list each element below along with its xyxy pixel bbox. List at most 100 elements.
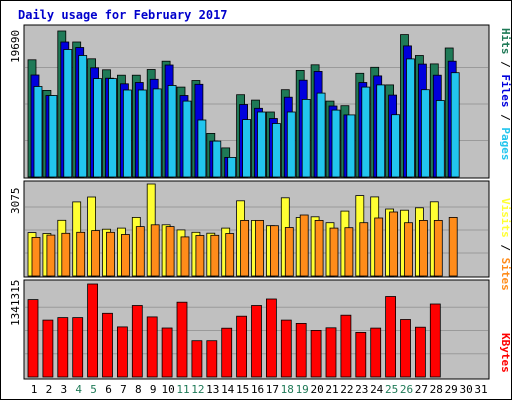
- bar-sites-day-23: [359, 222, 369, 277]
- x-label-day-14: 14: [221, 383, 235, 396]
- x-label-day-23: 23: [355, 383, 368, 396]
- bar-pages-day-14: [227, 156, 237, 178]
- bar-pages-day-5: [93, 78, 102, 178]
- x-label-day-18: 18: [281, 383, 294, 396]
- bar-pages-day-4: [78, 55, 88, 178]
- x-label-day-3: 3: [60, 383, 67, 396]
- bar-sites-day-20: [314, 219, 324, 277]
- top-legend: Hits / Files / Pages: [499, 28, 512, 161]
- bar-pages-day-11: [182, 100, 192, 178]
- x-label-day-7: 7: [120, 383, 127, 396]
- bar-kbytes-day-6: [102, 312, 113, 378]
- bar-sites-day-27: [418, 219, 428, 277]
- bar-kbytes-day-25: [385, 296, 397, 378]
- bar-pages-day-24: [376, 84, 386, 178]
- bar-pages-day-20: [316, 92, 326, 178]
- bar-pages-day-2: [48, 95, 58, 178]
- bar-pages-day-16: [257, 111, 266, 178]
- bar-pages-day-26: [406, 58, 415, 178]
- bar-kbytes-day-9: [146, 316, 158, 378]
- bar-kbytes-day-12: [191, 340, 203, 378]
- bar-pages-day-7: [123, 89, 132, 178]
- bar-pages-day-3: [63, 49, 73, 178]
- legend-visits: Visits: [499, 198, 512, 238]
- x-label-day-16: 16: [251, 383, 264, 396]
- bar-pages-day-28: [435, 100, 445, 178]
- x-label-day-20: 20: [310, 383, 323, 396]
- legend-sep-3: /: [499, 238, 512, 258]
- bar-kbytes-day-11: [176, 301, 188, 378]
- bar-kbytes-day-16: [251, 305, 262, 378]
- x-label-day-28: 28: [430, 383, 443, 396]
- x-label-day-15: 15: [236, 383, 249, 396]
- bar-pages-day-1: [33, 86, 43, 178]
- bar-pages-day-19: [301, 99, 311, 178]
- x-label-day-1: 1: [31, 383, 38, 396]
- bar-pages-day-17: [271, 123, 281, 178]
- bar-sites-day-4: [76, 231, 86, 277]
- bar-sites-day-24: [374, 217, 384, 277]
- bar-sites-day-2: [46, 234, 56, 277]
- legend-pages: Pages: [499, 127, 512, 160]
- legend-hits: Hits: [499, 28, 512, 55]
- bar-sites-day-13: [210, 234, 220, 277]
- bar-kbytes-day-14: [221, 327, 233, 378]
- bar-kbytes-day-27: [414, 326, 426, 378]
- bar-sites-day-10: [165, 226, 175, 277]
- bar-sites-day-22: [344, 227, 354, 277]
- bar-sites-day-15: [240, 219, 250, 277]
- bar-kbytes-day-3: [57, 317, 69, 378]
- bar-sites-day-11: [180, 236, 190, 277]
- chart-title: Daily usage for February 2017: [18, 8, 228, 22]
- bar-pages-day-13: [212, 140, 222, 178]
- x-label-day-29: 29: [445, 383, 458, 396]
- bar-kbytes-day-10: [161, 327, 173, 378]
- bar-sites-day-6: [106, 231, 115, 277]
- bar-pages-day-12: [197, 119, 207, 178]
- bar-sites-day-14: [225, 233, 235, 277]
- bar-kbytes-day-21: [325, 327, 337, 378]
- bar-kbytes-day-18: [280, 319, 292, 378]
- bar-pages-day-6: [108, 78, 117, 178]
- x-label-day-6: 6: [105, 383, 112, 396]
- bottom-legend: KBytes: [499, 333, 512, 373]
- x-label-day-30: 30: [459, 383, 472, 396]
- bar-sites-day-12: [195, 235, 205, 277]
- bar-kbytes-day-22: [340, 314, 352, 378]
- x-label-day-25: 25: [385, 383, 398, 396]
- legend-kbytes: KBytes: [499, 333, 512, 373]
- x-label-day-24: 24: [370, 383, 384, 396]
- bottom-y-max-label: 1341315: [9, 280, 22, 326]
- bar-sites-day-5: [91, 230, 100, 277]
- bar-sites-day-7: [121, 234, 130, 277]
- x-label-day-19: 19: [296, 383, 309, 396]
- x-label-day-4: 4: [75, 383, 82, 396]
- bar-sites-day-29: [448, 216, 458, 277]
- bar-kbytes-day-13: [206, 340, 218, 378]
- bar-pages-day-23: [361, 86, 371, 178]
- bar-pages-day-29: [450, 72, 460, 178]
- middle-y-max-label: 3075: [9, 188, 22, 215]
- bar-kbytes-day-20: [310, 329, 322, 378]
- bar-sites-day-28: [433, 219, 443, 277]
- x-label-day-26: 26: [400, 383, 413, 396]
- bar-sites-day-21: [329, 227, 339, 277]
- x-label-day-12: 12: [191, 383, 204, 396]
- bar-kbytes-day-19: [295, 322, 307, 378]
- legend-files: Files: [499, 74, 512, 107]
- x-label-day-27: 27: [415, 383, 428, 396]
- bar-kbytes-day-26: [400, 319, 411, 378]
- bar-pages-day-21: [331, 109, 341, 178]
- x-label-day-10: 10: [161, 383, 174, 396]
- legend-sites: Sites: [499, 258, 512, 291]
- legend-sep-1: /: [499, 55, 512, 75]
- bar-pages-day-18: [286, 111, 296, 178]
- bar-sites-day-8: [135, 226, 145, 277]
- bar-kbytes-day-4: [72, 317, 84, 378]
- top-y-max-label: 19690: [9, 30, 22, 63]
- x-label-day-8: 8: [135, 383, 142, 396]
- bar-kbytes-day-2: [42, 319, 54, 378]
- middle-legend: Visits / Sites: [499, 198, 512, 291]
- x-label-day-31: 31: [474, 383, 487, 396]
- bar-sites-day-25: [389, 211, 399, 277]
